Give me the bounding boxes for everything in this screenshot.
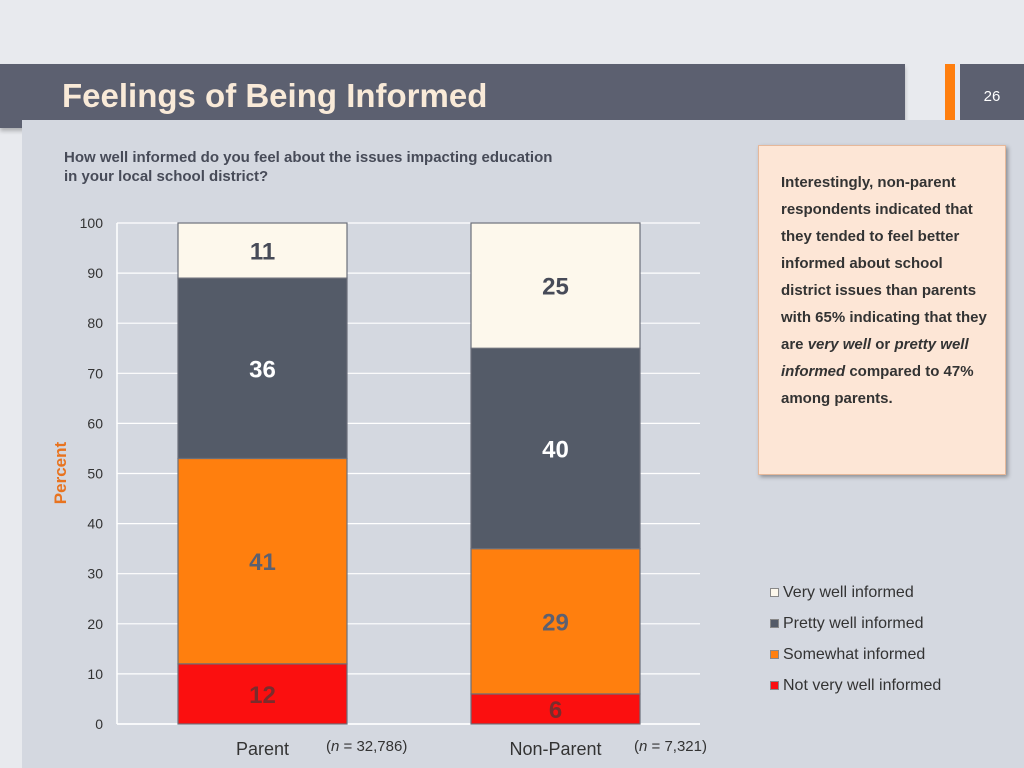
callout-text-3: compared to 47% among parents. xyxy=(781,363,974,407)
y-tick-label: 20 xyxy=(87,616,103,632)
page-number: 26 xyxy=(983,88,1001,105)
y-tick-label: 80 xyxy=(87,315,103,331)
legend-item: Somewhat informed xyxy=(770,639,941,670)
legend-swatch xyxy=(770,681,779,690)
bar-segment xyxy=(470,347,641,550)
data-label: 36 xyxy=(249,356,276,383)
bar-segment xyxy=(177,663,348,725)
bar-segment xyxy=(470,693,641,725)
y-tick-label: 70 xyxy=(87,365,103,381)
legend-swatch xyxy=(770,588,779,597)
title-bar xyxy=(0,64,905,128)
data-label: 40 xyxy=(542,436,569,463)
y-tick-label: 60 xyxy=(87,415,103,431)
callout-box: Interestingly, non-parent respondents in… xyxy=(758,145,1006,475)
y-tick-label: 10 xyxy=(87,666,103,682)
bar-segment xyxy=(177,222,348,279)
legend-item: Pretty well informed xyxy=(770,608,941,639)
x-category-label: Parent xyxy=(236,739,289,759)
y-tick-label: 90 xyxy=(87,265,103,281)
legend-label: Very well informed xyxy=(783,583,914,601)
sample-size-note: (n = 32,786) xyxy=(326,738,407,755)
legend-label: Somewhat informed xyxy=(783,645,926,663)
accent-bar xyxy=(945,64,955,120)
callout-emphasis-1: very well xyxy=(807,336,872,353)
data-label: 41 xyxy=(249,549,276,576)
y-tick-label: 0 xyxy=(95,716,103,732)
bar-segment xyxy=(470,548,641,695)
callout-text-1: Interestingly, non-parent respondents in… xyxy=(781,174,987,353)
legend-item: Not very well informed xyxy=(770,670,941,701)
chart-question: How well informed do you feel about the … xyxy=(64,149,553,185)
slide-title: Feelings of Being Informed xyxy=(62,77,488,114)
data-label: 6 xyxy=(549,697,562,724)
bar-segment xyxy=(470,222,641,349)
page-number-box xyxy=(960,64,1024,120)
legend-swatch xyxy=(770,619,779,628)
y-axis-label: Percent xyxy=(51,441,70,504)
sample-size-note: (n = 7,321) xyxy=(634,738,707,755)
y-tick-label: 50 xyxy=(87,466,103,482)
data-label: 29 xyxy=(542,609,569,636)
bar-segment xyxy=(177,457,348,665)
legend-item: Very well informed xyxy=(770,577,941,608)
legend-label: Pretty well informed xyxy=(783,614,924,632)
y-tick-label: 40 xyxy=(87,516,103,532)
legend-label: Not very well informed xyxy=(783,676,942,694)
y-tick-label: 30 xyxy=(87,566,103,582)
y-tick-label: 100 xyxy=(80,215,104,231)
legend-swatch xyxy=(770,650,779,659)
data-label: 25 xyxy=(542,274,569,301)
callout-text-2: or xyxy=(871,336,895,353)
callout-emphasis-2: pretty well informed xyxy=(781,336,969,380)
x-category-label: Non-Parent xyxy=(509,739,601,759)
chart-legend: Very well informed Pretty well informed So… xyxy=(770,577,941,701)
bar-segment xyxy=(177,277,348,460)
data-label: 11 xyxy=(250,239,275,266)
data-label: 12 xyxy=(249,682,276,709)
